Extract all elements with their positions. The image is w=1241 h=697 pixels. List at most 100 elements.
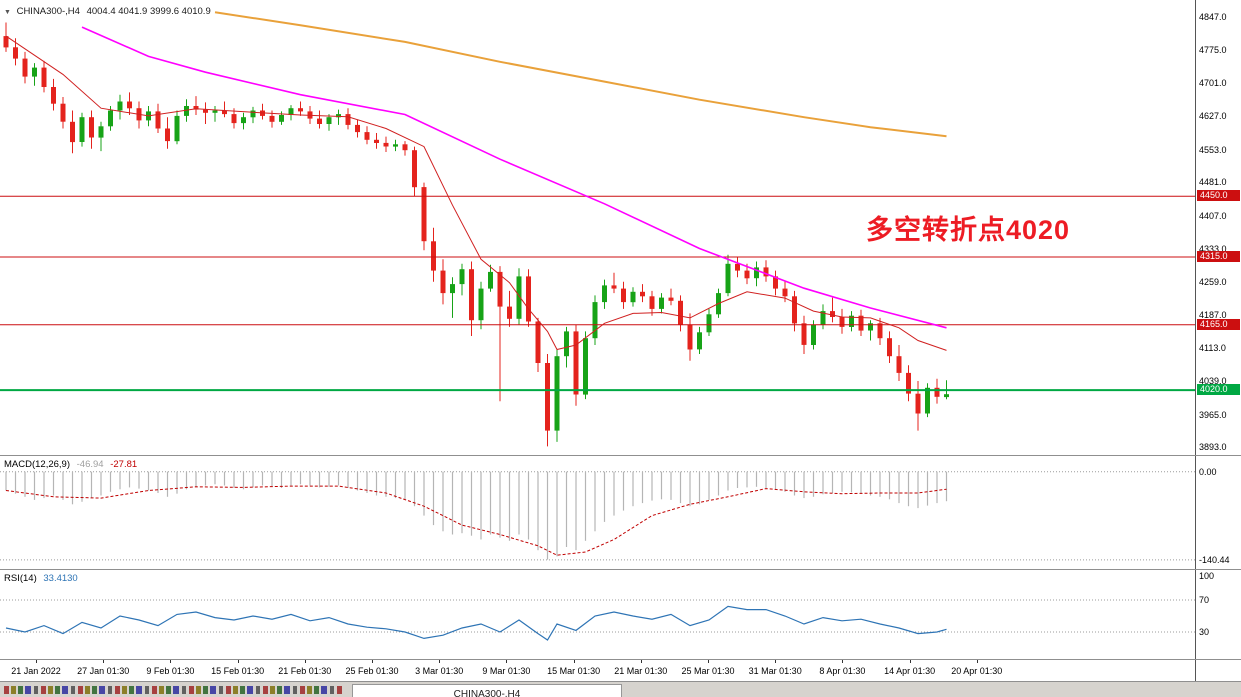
price-chart-canvas[interactable] [0,0,1195,455]
indicator-line [5,605,947,641]
time-tick [170,660,172,663]
axis-label: 4847.0 [1199,12,1227,23]
time-label: 21 Jan 2022 [11,666,61,676]
candle-down [89,117,94,138]
chart-title: ▼ CHINA300-,H4 4004.4 4041.9 3999.6 4010… [4,6,211,17]
axis-label: -140.44 [1199,554,1230,565]
candle-down [298,108,303,112]
candle-up [811,324,816,345]
time-tick [506,660,508,663]
axis-label: 4775.0 [1199,44,1227,55]
candle-up [250,110,256,118]
candle-down [127,101,132,109]
time-tick [439,660,441,663]
candle-down [763,267,769,277]
indicator-line [5,35,947,351]
chart-annotation-text[interactable]: 多空转折点4020 [866,215,1071,245]
chevron-down-icon[interactable]: ▼ [4,9,11,16]
time-label: 9 Mar 01:30 [482,666,531,676]
time-label: 25 Mar 01:30 [681,666,735,676]
time-label: 3 Mar 01:30 [415,666,464,676]
axis-label: 4407.0 [1199,210,1227,221]
time-tick [976,660,978,663]
candle-down [535,321,541,363]
macd-label: MACD(12,26,9) -46.94 -27.81 [4,459,137,470]
candle-down [231,114,237,124]
time-label: 9 Feb 01:30 [146,666,195,676]
candle-up [602,285,607,303]
candle-up [925,387,930,414]
rsi-axis: 100 70 30 [1195,570,1241,659]
candle-up [725,263,731,294]
candle-up [516,276,522,319]
time-label: 27 Jan 01:30 [77,666,130,676]
price-tag: 4165.0 [1197,318,1240,330]
candle-up [459,269,465,285]
price-tag: 4450.0 [1197,190,1240,202]
axis-label: 4627.0 [1199,111,1227,122]
candle-up [592,302,598,339]
candle-up [32,67,37,77]
candle-up [184,106,189,116]
axis-label: 4333.0 [1199,243,1227,254]
candle-up [108,110,113,127]
candle-down [801,323,807,345]
candle-down [431,241,436,271]
axis-label: 4701.0 [1199,77,1227,88]
candle-down [507,306,512,319]
candle-up [326,117,332,124]
candle-down [412,150,417,188]
candle-up [697,332,702,350]
candle-down [906,372,911,394]
candle-down [13,47,18,59]
price-tag: 4020.0 [1197,384,1240,396]
candle-up [583,338,588,395]
axis-label: 4113.0 [1199,343,1226,354]
candle-down [934,387,940,397]
axis-label: 4481.0 [1199,177,1227,188]
time-tick [909,660,911,663]
time-label: 21 Mar 01:30 [614,666,668,676]
time-tick [640,660,642,663]
time-label: 15 Mar 01:30 [547,666,601,676]
chart-tab-china300[interactable]: CHINA300-,H4 [352,684,622,697]
macd-chart-canvas[interactable] [0,456,1195,569]
clipped-tab-text [4,686,344,694]
time-label: 25 Feb 01:30 [345,666,399,676]
candle-up [630,291,636,303]
indicator-line [5,485,947,556]
candle-down [402,144,408,151]
time-label: 8 Apr 01:30 [819,666,866,676]
candle-up [659,297,664,309]
axis-label: 30 [1199,627,1210,637]
candle-down [545,363,550,431]
candle-up [706,314,712,333]
candle-down [269,115,275,122]
axis-label: 3965.0 [1199,409,1227,420]
candle-down [22,58,28,77]
time-tick [372,660,373,663]
candle-down [744,270,750,279]
rsi-label: RSI(14) 33.4130 [4,573,78,584]
time-tick [237,660,239,663]
candle-down [355,124,360,133]
time-axis: 21 Jan 2022 27 Jan 01:30 9 Feb 01:30 15 Feb… [0,660,1241,682]
axis-label: 3893.0 [1199,442,1227,453]
macd-value-main: -46.94 [76,459,104,470]
time-tick [304,660,306,663]
candle-down [858,315,864,331]
macd-panel: MACD(12,26,9) -46.94 -27.81 0.00 -140.44 [0,456,1241,570]
candle-down [51,87,56,104]
axis-label: 70 [1199,595,1210,605]
candle-down [611,285,617,289]
candle-down [165,128,170,142]
time-label: 31 Mar 01:30 [748,666,802,676]
time-label: 20 Apr 01:30 [951,666,1003,676]
candle-down [364,132,370,140]
candle-up [488,271,493,289]
rsi-chart-canvas[interactable] [0,570,1195,659]
candle-down [839,317,845,327]
axis-label: 4259.0 [1199,277,1227,288]
indicator-line [214,11,947,138]
